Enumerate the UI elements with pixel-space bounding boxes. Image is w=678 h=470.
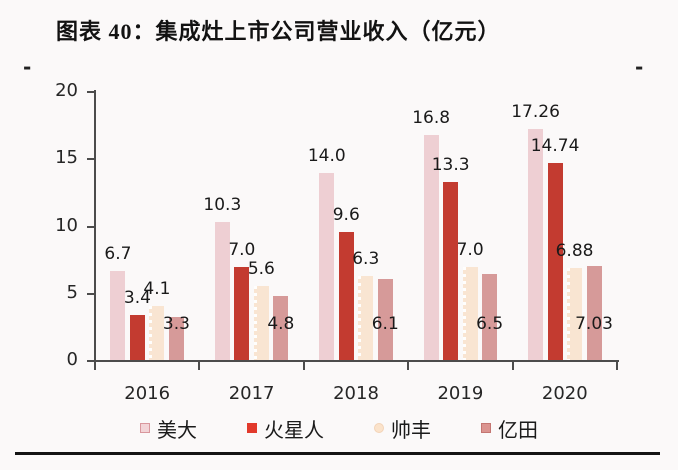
y-axis-tick (87, 292, 95, 295)
legend-item-亿田: 亿田 (481, 414, 538, 443)
y-axis-tick (87, 225, 95, 228)
bar-value-label: 16.8 (412, 108, 451, 129)
y-axis-tick-label: 10 (55, 214, 78, 236)
x-axis-tick (198, 362, 201, 370)
bar-美大-2020 (528, 128, 544, 361)
x-axis-category-label: 2018 (333, 383, 379, 404)
legend-item-火星人: 火星人 (247, 414, 324, 443)
legend-item-帅丰: 帅丰 (374, 414, 431, 443)
bottom-rule (15, 452, 660, 455)
bar-美大-2018 (319, 172, 335, 361)
bar-value-label: 6.5 (476, 314, 504, 334)
y-axis-tick-label: 20 (55, 80, 78, 101)
y-axis-tick (87, 360, 95, 362)
bar-火星人-2019 (443, 182, 459, 361)
bar-value-label: 6.3 (352, 249, 380, 270)
bar-value-label: 3.4 (123, 288, 151, 309)
x-axis-tick (302, 362, 305, 370)
bar-亿田-2019 (482, 273, 498, 361)
bar-火星人-2020 (547, 162, 563, 361)
bar-帅丰-2018 (358, 276, 374, 361)
bar-value-label: 7.0 (228, 239, 256, 260)
x-axis-category-label: 2017 (228, 383, 275, 404)
legend-label: 火星人 (264, 419, 324, 442)
legend-label: 美大 (157, 419, 197, 442)
bar-value-label: 3.3 (162, 314, 190, 334)
bar-value-label: 14.0 (307, 145, 346, 166)
legend-label: 亿田 (498, 419, 538, 442)
bar-美大-2019 (423, 135, 439, 361)
x-axis-tick (94, 362, 96, 370)
y-axis-tick (87, 158, 95, 161)
x-axis-tick (511, 362, 514, 370)
x-axis-tick (407, 362, 410, 370)
bar-帅丰-2017 (253, 285, 269, 361)
bar-亿田-2016 (168, 316, 184, 361)
x-axis-category-label: 2019 (437, 383, 484, 404)
bar-value-label: 10.3 (203, 195, 242, 216)
bar-亿田-2020 (586, 266, 602, 361)
bar-帅丰-2020 (567, 268, 583, 361)
chart-legend: 美大 火星人 帅丰 亿田 (0, 412, 678, 444)
bar-帅丰-2019 (462, 266, 478, 361)
bar-火星人-2017 (234, 266, 250, 361)
bar-美大-2017 (214, 222, 230, 361)
bar-value-label: 13.3 (431, 155, 470, 176)
legend-marker-icon (374, 423, 384, 433)
bar-value-label: 6.88 (555, 241, 594, 262)
bar-value-label: 5.6 (247, 258, 275, 279)
bar-value-label: 17.26 (511, 101, 560, 122)
y-axis-line (94, 90, 96, 369)
legend-label: 帅丰 (391, 419, 431, 442)
left-margin-dash: - (23, 55, 32, 79)
legend-marker-icon (481, 423, 491, 433)
bar-帅丰-2016 (149, 305, 165, 361)
chart-title: 图表 40：集成灶上市公司营业收入（亿元） (56, 19, 501, 44)
legend-item-美大: 美大 (140, 414, 197, 443)
bar-value-label: 6.7 (104, 243, 132, 264)
bar-火星人-2018 (338, 231, 354, 361)
bar-value-label: 4.8 (267, 314, 295, 334)
legend-marker-icon (140, 423, 150, 433)
y-axis-tick (87, 91, 95, 93)
bar-value-label: 7.03 (575, 314, 613, 334)
y-axis-tick-label: 0 (66, 349, 78, 370)
y-axis-tick-label: 15 (55, 147, 78, 169)
bar-value-label: 7.0 (456, 239, 484, 260)
bar-value-label: 14.74 (530, 135, 580, 156)
bar-火星人-2016 (129, 315, 145, 361)
bar-value-label: 4.1 (143, 278, 171, 299)
bar-亿田-2017 (273, 296, 289, 361)
bar-value-label: 9.6 (332, 204, 360, 225)
right-margin-dash: - (635, 55, 644, 79)
x-axis-category-label: 2020 (541, 383, 588, 404)
x-axis-tick (616, 362, 618, 370)
y-axis-tick-label: 5 (66, 281, 78, 303)
x-axis-category-label: 2016 (124, 383, 171, 404)
bar-value-label: 6.1 (371, 314, 399, 334)
x-axis-line (94, 360, 619, 362)
bar-美大-2016 (110, 270, 126, 361)
bar-亿田-2018 (377, 278, 393, 361)
legend-marker-icon (247, 423, 257, 433)
